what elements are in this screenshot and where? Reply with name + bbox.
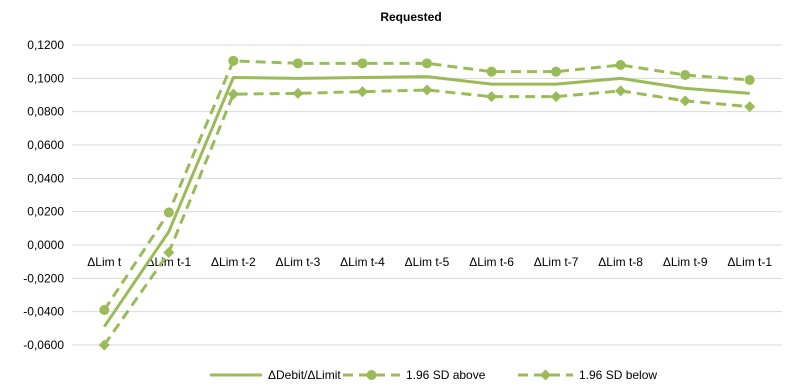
data-point — [163, 207, 174, 218]
legend-label: 1.96 SD above — [406, 368, 486, 382]
x-tick-label: ΔLim t-2 — [211, 255, 256, 269]
x-tick-label: ΔLim t-3 — [276, 255, 321, 269]
y-tick-label: -0,0600 — [23, 338, 64, 352]
legend-entry-2: 1.96 SD above — [343, 368, 486, 382]
data-point — [744, 101, 756, 113]
data-point — [292, 58, 303, 69]
data-point — [679, 95, 691, 107]
data-point — [421, 84, 433, 96]
y-tick-label: 0,1200 — [27, 38, 64, 52]
x-tick-label: ΔLim t-1 — [727, 255, 772, 269]
legend-entry-3: 1.96 SD below — [518, 368, 657, 382]
y-tick-label: 0,0800 — [27, 105, 64, 119]
data-point — [98, 339, 110, 351]
legend-label: 1.96 SD below — [579, 368, 657, 382]
series-line — [103, 75, 750, 328]
x-tick-label: ΔLim t-6 — [469, 255, 514, 269]
x-tick-label: ΔLim t-8 — [598, 255, 643, 269]
data-point — [292, 87, 304, 99]
legend: ΔDebit/ΔLimit 1.96 SD above 1.96 SD below — [210, 368, 657, 382]
x-tick-label: ΔLim t-1 — [146, 255, 191, 269]
data-point — [615, 60, 626, 70]
legend-label: ΔDebit/ΔLimit — [268, 368, 341, 382]
y-tick-label: 0,1000 — [27, 71, 64, 85]
x-tick-label: ΔLim t-4 — [340, 255, 385, 269]
data-point — [163, 247, 175, 258]
y-tick-label: 0,0200 — [27, 205, 64, 219]
data-point — [227, 88, 239, 100]
y-axis-tick-labels: 0,1200 0,1000 0,0800 0,0600 0,0400 0,0200 0,00… — [23, 38, 64, 352]
series-3 — [98, 84, 756, 351]
series-line — [103, 59, 750, 311]
data-point — [357, 58, 368, 69]
data-point — [99, 305, 110, 315]
gridlines — [72, 44, 782, 346]
data-point — [551, 66, 562, 77]
legend-entry-1: ΔDebit/ΔLimit — [210, 368, 341, 382]
series-1 — [103, 75, 750, 328]
data-point — [744, 75, 755, 85]
data-point — [486, 66, 497, 77]
y-tick-label: 0,0000 — [27, 238, 64, 252]
x-tick-label: ΔLim t — [87, 255, 122, 269]
data-point-legend — [540, 369, 551, 381]
series-line — [103, 88, 750, 346]
y-tick-label: -0,0400 — [23, 305, 64, 319]
data-point — [228, 55, 239, 66]
y-tick-label: 0,0400 — [27, 171, 64, 185]
series-2 — [99, 55, 755, 315]
x-tick-label: ΔLim t-5 — [405, 255, 450, 269]
y-tick-label: -0,0200 — [23, 271, 64, 285]
data-point — [356, 86, 368, 98]
data-point — [550, 91, 562, 103]
series-lines — [98, 55, 756, 351]
data-point — [680, 70, 691, 80]
data-point — [615, 85, 627, 97]
x-tick-label: ΔLim t-7 — [534, 255, 579, 269]
data-point-legend — [366, 370, 377, 380]
y-tick-label: 0,0600 — [27, 138, 64, 152]
data-point — [422, 58, 432, 69]
chart-title: Requested — [380, 10, 441, 24]
data-point — [486, 91, 498, 103]
x-axis-tick-labels: ΔLim t ΔLim t-1 ΔLim t-2 ΔLim t-3 ΔLim t-4 ΔL… — [87, 255, 772, 269]
x-tick-label: ΔLim t-9 — [663, 255, 708, 269]
